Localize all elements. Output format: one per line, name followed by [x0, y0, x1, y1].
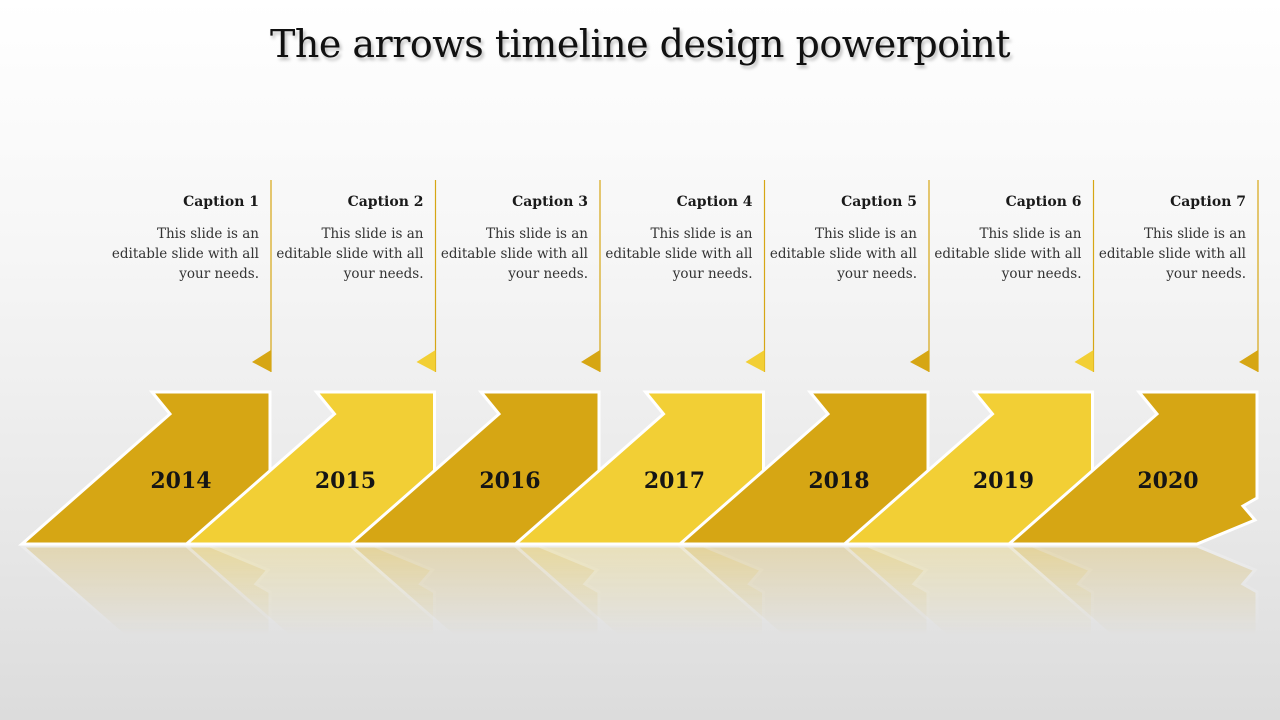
caption-marker-icon	[910, 350, 929, 372]
caption-block-3: Caption 3 This slide is an editable slide…	[428, 194, 588, 284]
arrow-row: 2014 2015 2016 2017 2018 2019 2020	[18, 390, 1259, 546]
caption-title: Caption 4	[676, 194, 753, 210]
slide-title: The arrows timeline design powerpoint	[270, 22, 1010, 66]
arrow-reflection-shape	[676, 544, 930, 700]
arrow-reflection-shape	[511, 544, 765, 700]
caption-title: Caption 3	[512, 194, 588, 210]
caption-description: This slide is an editable slide with all…	[769, 226, 917, 282]
arrow-reflection-shape	[1005, 544, 1259, 700]
year-label: 2017	[644, 468, 705, 494]
year-label: 2014	[150, 468, 211, 494]
caption-marker-icon	[252, 350, 271, 372]
year-label: 2015	[315, 468, 376, 494]
caption-marker-icon	[416, 350, 436, 372]
caption-title: Caption 1	[183, 194, 259, 210]
timeline-arrow-2020: 2020	[1005, 390, 1259, 546]
year-label: 2018	[808, 468, 869, 494]
arrow-reflection-shape	[840, 544, 1094, 700]
timeline-arrow-2018: 2018	[676, 390, 930, 546]
caption-description: This slide is an editable slide with all…	[276, 226, 424, 282]
caption-description: This slide is an editable slide with all…	[440, 226, 588, 282]
caption-title: Caption 6	[1005, 194, 1082, 210]
timeline-arrow-2016: 2016	[347, 390, 601, 546]
year-label: 2016	[479, 468, 540, 494]
caption-block-6: Caption 6 This slide is an editable slide…	[922, 194, 1082, 284]
caption-block-1: Caption 1 This slide is an editable slide…	[99, 194, 259, 284]
caption-title: Caption 2	[347, 194, 424, 210]
arrow-reflection	[18, 544, 1259, 700]
caption-title: Caption 7	[1170, 194, 1246, 210]
caption-marker-icon	[581, 350, 600, 372]
caption-block-7: Caption 7 This slide is an editable slide…	[1086, 194, 1246, 284]
caption-marker-icon	[1239, 350, 1258, 372]
caption-description: This slide is an editable slide with all…	[1098, 226, 1246, 282]
year-label: 2019	[973, 468, 1034, 494]
year-label: 2020	[1137, 468, 1198, 494]
caption-block-4: Caption 4 This slide is an editable slide…	[593, 194, 753, 284]
arrow-reflection-shape	[182, 544, 436, 700]
caption-title: Caption 5	[841, 194, 917, 210]
caption-marker-icon	[745, 350, 765, 372]
caption-block-5: Caption 5 This slide is an editable slide…	[757, 194, 917, 284]
arrow-shape	[1005, 390, 1259, 546]
caption-description: This slide is an editable slide with all…	[605, 226, 753, 282]
caption-markers	[252, 180, 1259, 372]
caption-marker-icon	[1074, 350, 1094, 372]
caption-description: This slide is an editable slide with all…	[934, 226, 1082, 282]
arrow-reflection-shape	[347, 544, 601, 700]
caption-block-2: Caption 2 This slide is an editable slide…	[264, 194, 424, 284]
caption-description: This slide is an editable slide with all…	[111, 226, 259, 282]
arrow-reflection-shape	[18, 544, 272, 700]
